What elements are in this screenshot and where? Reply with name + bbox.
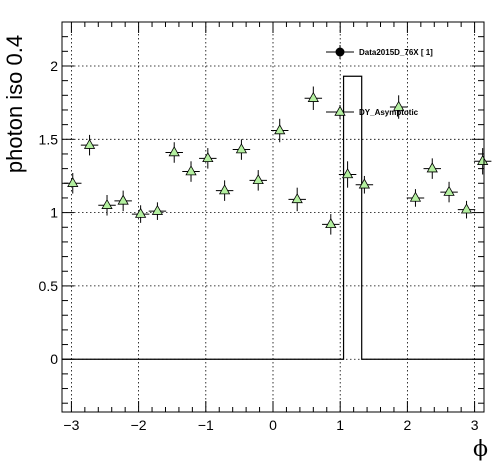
- data-point: [406, 189, 425, 207]
- triangle-marker: [117, 194, 129, 205]
- y-axis-title: photon iso 0.4: [2, 35, 27, 173]
- triangle-marker: [274, 124, 286, 135]
- triangle-marker: [151, 204, 164, 215]
- triangle-marker: [409, 191, 422, 202]
- triangle-marker: [325, 218, 337, 229]
- histogram-line: [62, 75, 484, 360]
- data-point: [355, 175, 374, 194]
- x-tick-label: 3: [471, 417, 479, 433]
- triangle-marker: [185, 165, 197, 176]
- data-point: [457, 200, 476, 219]
- triangle-marker: [477, 154, 489, 165]
- data-point: [131, 205, 150, 223]
- x-axis-title: ϕ: [473, 437, 488, 462]
- data-point: [389, 95, 408, 119]
- legend-entry: Data2015D_76X [ 1]: [326, 45, 433, 59]
- data-point: [304, 86, 323, 110]
- triangle-marker: [358, 178, 371, 189]
- x-tick-label: −1: [198, 417, 214, 433]
- triangle-marker: [101, 198, 113, 209]
- data-point: [165, 142, 183, 163]
- legend-entry: DY_Asymptotic: [326, 105, 419, 119]
- data-point: [440, 181, 458, 203]
- legend-label: Data2015D_76X [ 1]: [359, 48, 433, 57]
- x-tick-label: 2: [403, 417, 411, 433]
- triangle-marker: [341, 168, 354, 179]
- data-point: [288, 187, 306, 212]
- histogram-layer: [62, 75, 484, 360]
- x-tick-label: −3: [63, 417, 79, 433]
- data-point: [182, 161, 200, 182]
- y-tick-label: 1: [50, 205, 58, 221]
- triangle-marker: [134, 207, 147, 218]
- grid-lines: [62, 22, 484, 412]
- triangle-marker: [67, 176, 79, 187]
- data-point: [322, 214, 340, 235]
- data-point: [114, 190, 132, 212]
- data-point: [473, 148, 492, 175]
- data-point: [338, 161, 357, 188]
- triangle-marker: [443, 185, 455, 196]
- x-tick-label: −2: [131, 417, 147, 433]
- axes-layer: −3 −2 −1 0 1 2 3 0 0.5 1 1.5 2: [39, 22, 484, 433]
- triangle-marker: [307, 91, 319, 102]
- y-tick-label: 2: [50, 58, 58, 74]
- data-point: [423, 158, 441, 179]
- triangle-marker: [83, 138, 96, 149]
- y-tick-label: 0: [50, 351, 58, 367]
- triangle-marker: [291, 193, 303, 204]
- triangle-marker: [218, 184, 231, 195]
- data-point: [249, 170, 267, 191]
- legend: Data2015D_76X [ 1] DY_Asymptotic: [326, 45, 433, 119]
- legend-triangle-marker: [334, 105, 346, 116]
- triangle-marker: [426, 162, 438, 173]
- triangle-marker: [252, 174, 264, 185]
- triangle-marker: [202, 152, 214, 163]
- x-tick-label: 1: [336, 417, 344, 433]
- y-tick-label: 0.5: [39, 278, 59, 294]
- legend-circle-marker: [335, 47, 345, 57]
- data-point: [215, 180, 234, 201]
- data-point: [232, 139, 251, 160]
- data-point: [199, 148, 217, 169]
- y-tick-label: 1.5: [39, 131, 59, 147]
- data-point: [80, 134, 99, 156]
- data-point: [148, 202, 167, 220]
- triangle-marker: [235, 143, 248, 154]
- x-tick-label: 0: [269, 417, 277, 433]
- data-point: [98, 195, 116, 216]
- data-point: [270, 118, 289, 143]
- triangle-marker: [460, 203, 473, 214]
- triangle-marker: [393, 100, 405, 111]
- legend-label: DY_Asymptotic: [359, 108, 419, 117]
- triangle-marker: [168, 146, 180, 157]
- data-points-layer: [64, 86, 492, 235]
